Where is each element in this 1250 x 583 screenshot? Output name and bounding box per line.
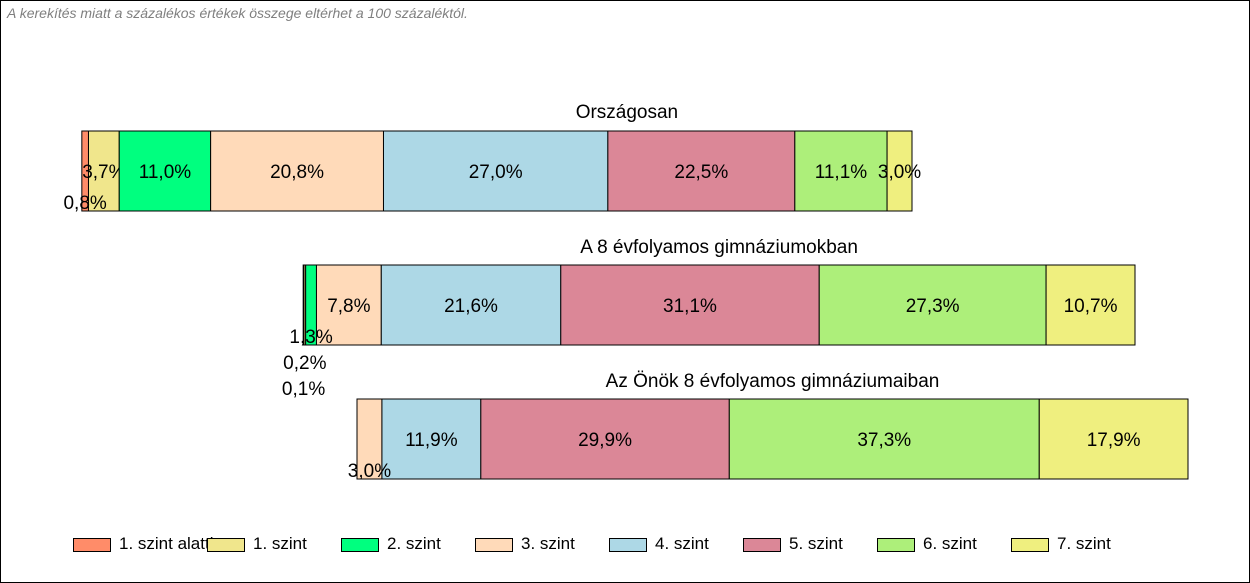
data-label: 27,0% (469, 162, 523, 183)
data-label: 0,2% (283, 353, 326, 374)
group-title: Az Önök 8 évfolyamos gimnáziumaiban (606, 371, 940, 392)
legend-label: 7. szint (1057, 534, 1111, 553)
bar-segment (382, 130, 609, 212)
legend-swatch (475, 538, 513, 552)
data-label: 27,3% (906, 296, 960, 317)
bar-segment (1038, 398, 1189, 480)
data-label: 1,3% (289, 327, 332, 348)
bar-segment (118, 130, 212, 212)
data-label: 29,9% (578, 430, 632, 451)
data-label: 3,7% (82, 162, 125, 183)
bar-segment (210, 130, 384, 212)
data-label: 20,8% (270, 162, 324, 183)
rounding-note: A kerekítés miatt a százalékos értékek ö… (7, 5, 468, 21)
legend-swatch (877, 538, 915, 552)
legend-swatch (341, 538, 379, 552)
legend-label: 6. szint (923, 534, 977, 553)
data-label: 31,1% (663, 296, 717, 317)
legend-label: 1. szint alatti (119, 534, 214, 553)
data-label: 10,7% (1064, 296, 1118, 317)
bar-segment (480, 398, 730, 480)
bar-segment (356, 398, 383, 480)
legend-label: 4. szint (655, 534, 709, 553)
legend-swatch (207, 538, 245, 552)
legend-swatch (609, 538, 647, 552)
legend-label: 5. szint (789, 534, 843, 553)
legend-label: 2. szint (387, 534, 441, 553)
bar-segment (87, 130, 120, 212)
data-label: 37,3% (857, 430, 911, 451)
data-label: 0,1% (282, 379, 325, 400)
bar-segment (607, 130, 796, 212)
group-title: A 8 évfolyamos gimnáziumokban (580, 237, 858, 258)
data-label: 11,0% (139, 162, 192, 183)
data-label: 21,6% (444, 296, 498, 317)
data-label: 7,8% (327, 296, 370, 317)
legend-swatch (743, 538, 781, 552)
data-label: 22,5% (674, 162, 728, 183)
bar-segment (560, 264, 820, 346)
bar-segment (381, 398, 482, 480)
bar-segment (728, 398, 1040, 480)
bar-segment (886, 130, 913, 212)
data-label: 17,9% (1087, 430, 1141, 451)
bar-segment (315, 264, 382, 346)
bar-segment (1045, 264, 1136, 346)
legend: 1. szint alatti 1. szint 2. szint 3. szint 4… (1, 534, 1250, 558)
bar-segment (794, 130, 888, 212)
group-title: Országosan (576, 102, 678, 123)
data-label: 11,9% (405, 430, 458, 451)
data-label: 3,0% (348, 461, 391, 482)
legend-swatch (1011, 538, 1049, 552)
data-label: 3,0% (878, 162, 921, 183)
data-label: 11,1% (815, 162, 868, 183)
legend-label: 1. szint (253, 534, 307, 553)
data-label: 0,8% (63, 193, 106, 214)
legend-swatch (73, 538, 111, 552)
bar-segment (818, 264, 1047, 346)
legend-label: 3. szint (521, 534, 575, 553)
bar-segment (380, 264, 562, 346)
